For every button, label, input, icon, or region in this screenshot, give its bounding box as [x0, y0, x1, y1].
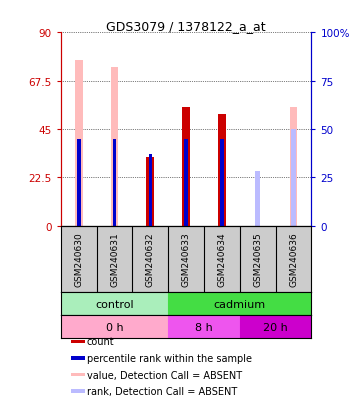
- Text: 8 h: 8 h: [195, 322, 213, 332]
- Bar: [290, 108, 297, 226]
- Text: GSM240634: GSM240634: [217, 232, 227, 287]
- Bar: [182, 108, 190, 226]
- Bar: [75, 61, 83, 226]
- Bar: [168, 316, 240, 338]
- Text: GSM240635: GSM240635: [253, 232, 262, 287]
- Bar: [149, 155, 152, 226]
- Bar: [291, 130, 296, 226]
- Text: 0 h: 0 h: [106, 322, 124, 332]
- Bar: [61, 316, 168, 338]
- Bar: [218, 114, 226, 226]
- Text: control: control: [95, 299, 134, 309]
- Text: count: count: [87, 337, 114, 347]
- Text: GSM240632: GSM240632: [146, 232, 155, 287]
- Bar: [71, 339, 85, 343]
- Bar: [111, 67, 118, 226]
- Bar: [146, 157, 154, 226]
- Bar: [220, 139, 224, 226]
- Text: GSM240631: GSM240631: [110, 232, 119, 287]
- Bar: [71, 356, 85, 360]
- Text: GSM240630: GSM240630: [74, 232, 83, 287]
- Bar: [61, 292, 168, 316]
- Text: rank, Detection Call = ABSENT: rank, Detection Call = ABSENT: [87, 386, 237, 396]
- Title: GDS3079 / 1378122_a_at: GDS3079 / 1378122_a_at: [106, 20, 266, 33]
- Bar: [240, 316, 311, 338]
- Bar: [168, 292, 311, 316]
- Bar: [77, 139, 81, 226]
- Bar: [255, 172, 260, 226]
- Text: cadmium: cadmium: [214, 299, 266, 309]
- Bar: [71, 373, 85, 377]
- Text: 20 h: 20 h: [263, 322, 288, 332]
- Bar: [113, 139, 116, 226]
- Bar: [71, 389, 85, 393]
- Text: percentile rank within the sample: percentile rank within the sample: [87, 353, 252, 363]
- Text: GSM240636: GSM240636: [289, 232, 298, 287]
- Text: value, Detection Call = ABSENT: value, Detection Call = ABSENT: [87, 370, 242, 380]
- Text: GSM240633: GSM240633: [182, 232, 191, 287]
- Bar: [184, 139, 188, 226]
